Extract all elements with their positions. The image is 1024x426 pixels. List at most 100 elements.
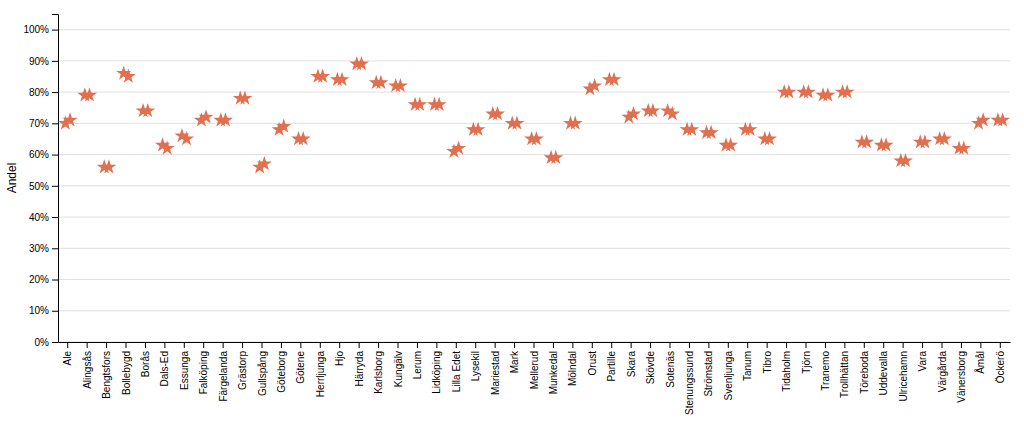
point <box>704 125 719 139</box>
point <box>723 137 738 151</box>
y-tick: 80% <box>29 87 58 98</box>
x-tick-mark <box>806 342 807 348</box>
x-tick-label: Gullspång <box>257 351 268 396</box>
x-tick-label: Mariestad <box>490 351 501 395</box>
y-tick: 40% <box>29 212 58 223</box>
y-tick-mark <box>52 123 58 124</box>
point <box>743 122 758 136</box>
x-tick-label: Bengtsfors <box>101 351 112 399</box>
x-tick-mark <box>339 342 340 348</box>
x-tick-label: Borås <box>140 351 151 377</box>
point <box>179 131 194 145</box>
y-tick: 30% <box>29 243 58 254</box>
y-axis: 0%10%20%30%40%50%60%70%80%90%100% <box>23 15 58 348</box>
x-tick: Härryda <box>354 342 365 387</box>
x-tick-label: Lerum <box>412 351 423 379</box>
point <box>801 84 816 98</box>
x-tick-mark <box>883 342 884 348</box>
x-tick: Öckerö <box>995 342 1006 383</box>
x-tick: Svenljunga <box>723 342 734 400</box>
x-tick-mark <box>592 342 593 348</box>
x-tick-label: Tjörn <box>801 351 812 374</box>
point <box>762 131 777 145</box>
x-tick-label: Vänersborg <box>956 351 967 403</box>
grid-line <box>58 185 1010 186</box>
y-tick: 60% <box>29 149 58 160</box>
x-tick-label: Tranemo <box>820 351 831 391</box>
x-tick-mark <box>864 342 865 348</box>
x-tick: Tanum <box>742 342 753 381</box>
x-tick-mark <box>223 342 224 348</box>
x-tick-mark <box>67 342 68 348</box>
point <box>626 106 641 120</box>
x-tick: Lidköping <box>431 342 442 394</box>
x-tick: Götene <box>295 342 306 384</box>
point <box>781 84 796 98</box>
point <box>276 119 291 133</box>
x-tick-mark <box>534 342 535 348</box>
x-tick-mark <box>572 342 573 348</box>
y-tick-label: 50% <box>29 181 49 192</box>
point <box>898 153 913 167</box>
y-tick-mark <box>52 248 58 249</box>
x-tick-label: Essunga <box>179 351 190 390</box>
x-tick-label: Götene <box>295 351 306 384</box>
x-tick-mark <box>961 342 962 348</box>
x-tick-label: Färgelanda <box>218 351 229 402</box>
x-tick: Bengtsfors <box>101 342 112 399</box>
x-tick-label: Töreboda <box>859 351 870 394</box>
point <box>529 131 544 145</box>
y-tick-label: 60% <box>29 149 49 160</box>
x-tick-label: Skara <box>626 351 637 378</box>
y-tick: 20% <box>29 274 58 285</box>
x-tick: Tibro <box>762 342 773 373</box>
point <box>432 97 447 111</box>
point <box>607 72 622 86</box>
x-tick: Lerum <box>412 342 423 379</box>
x-tick-label: Kungälv <box>393 351 404 387</box>
x-tick: Stenungssund <box>684 342 695 415</box>
y-tick-label: 70% <box>29 118 49 129</box>
x-tick-label: Vara <box>917 351 928 372</box>
point <box>101 159 116 173</box>
point <box>859 134 874 148</box>
x-tick-mark <box>728 342 729 348</box>
x-tick-mark <box>456 342 457 348</box>
x-tick: Lilla Edet <box>451 342 462 392</box>
x-tick-mark <box>650 342 651 348</box>
x-tick-mark <box>747 342 748 348</box>
x-tick-label: Munkedal <box>548 351 559 394</box>
x-tick: Tidaholm <box>781 342 792 392</box>
point <box>587 78 602 92</box>
point <box>373 75 388 89</box>
grid-line <box>58 217 1010 218</box>
x-tick: Mölndal <box>567 342 578 386</box>
x-tick: Värgårda <box>937 342 948 392</box>
x-tick-mark <box>689 342 690 348</box>
grid <box>58 30 1010 342</box>
point <box>121 69 136 83</box>
x-tick-mark <box>436 342 437 348</box>
y-tick-mark <box>52 342 58 343</box>
x-tick-mark <box>1000 342 1001 348</box>
y-tick: 90% <box>29 56 58 67</box>
x-tick-mark <box>184 342 185 348</box>
x-tick: Grästorp <box>237 342 248 390</box>
x-tick: Munkedal <box>548 342 559 394</box>
point <box>354 56 369 70</box>
point <box>820 87 835 101</box>
x-tick-mark <box>553 342 554 348</box>
y-tick: 0% <box>35 337 58 348</box>
point <box>82 87 97 101</box>
x-tick-mark <box>203 342 204 348</box>
chart: 0%10%20%30%40%50%60%70%80%90%100%AleAlin… <box>0 0 1024 426</box>
x-tick-mark <box>106 342 107 348</box>
x-tick: Karlsborg <box>373 342 384 394</box>
x-tick-label: Partille <box>606 351 617 382</box>
point <box>451 140 466 154</box>
marks <box>58 56 1010 173</box>
x-tick: Alingsås <box>82 342 93 389</box>
y-tick-mark <box>52 30 58 31</box>
x-tick-label: Uddevalla <box>878 351 889 396</box>
point <box>976 112 991 126</box>
